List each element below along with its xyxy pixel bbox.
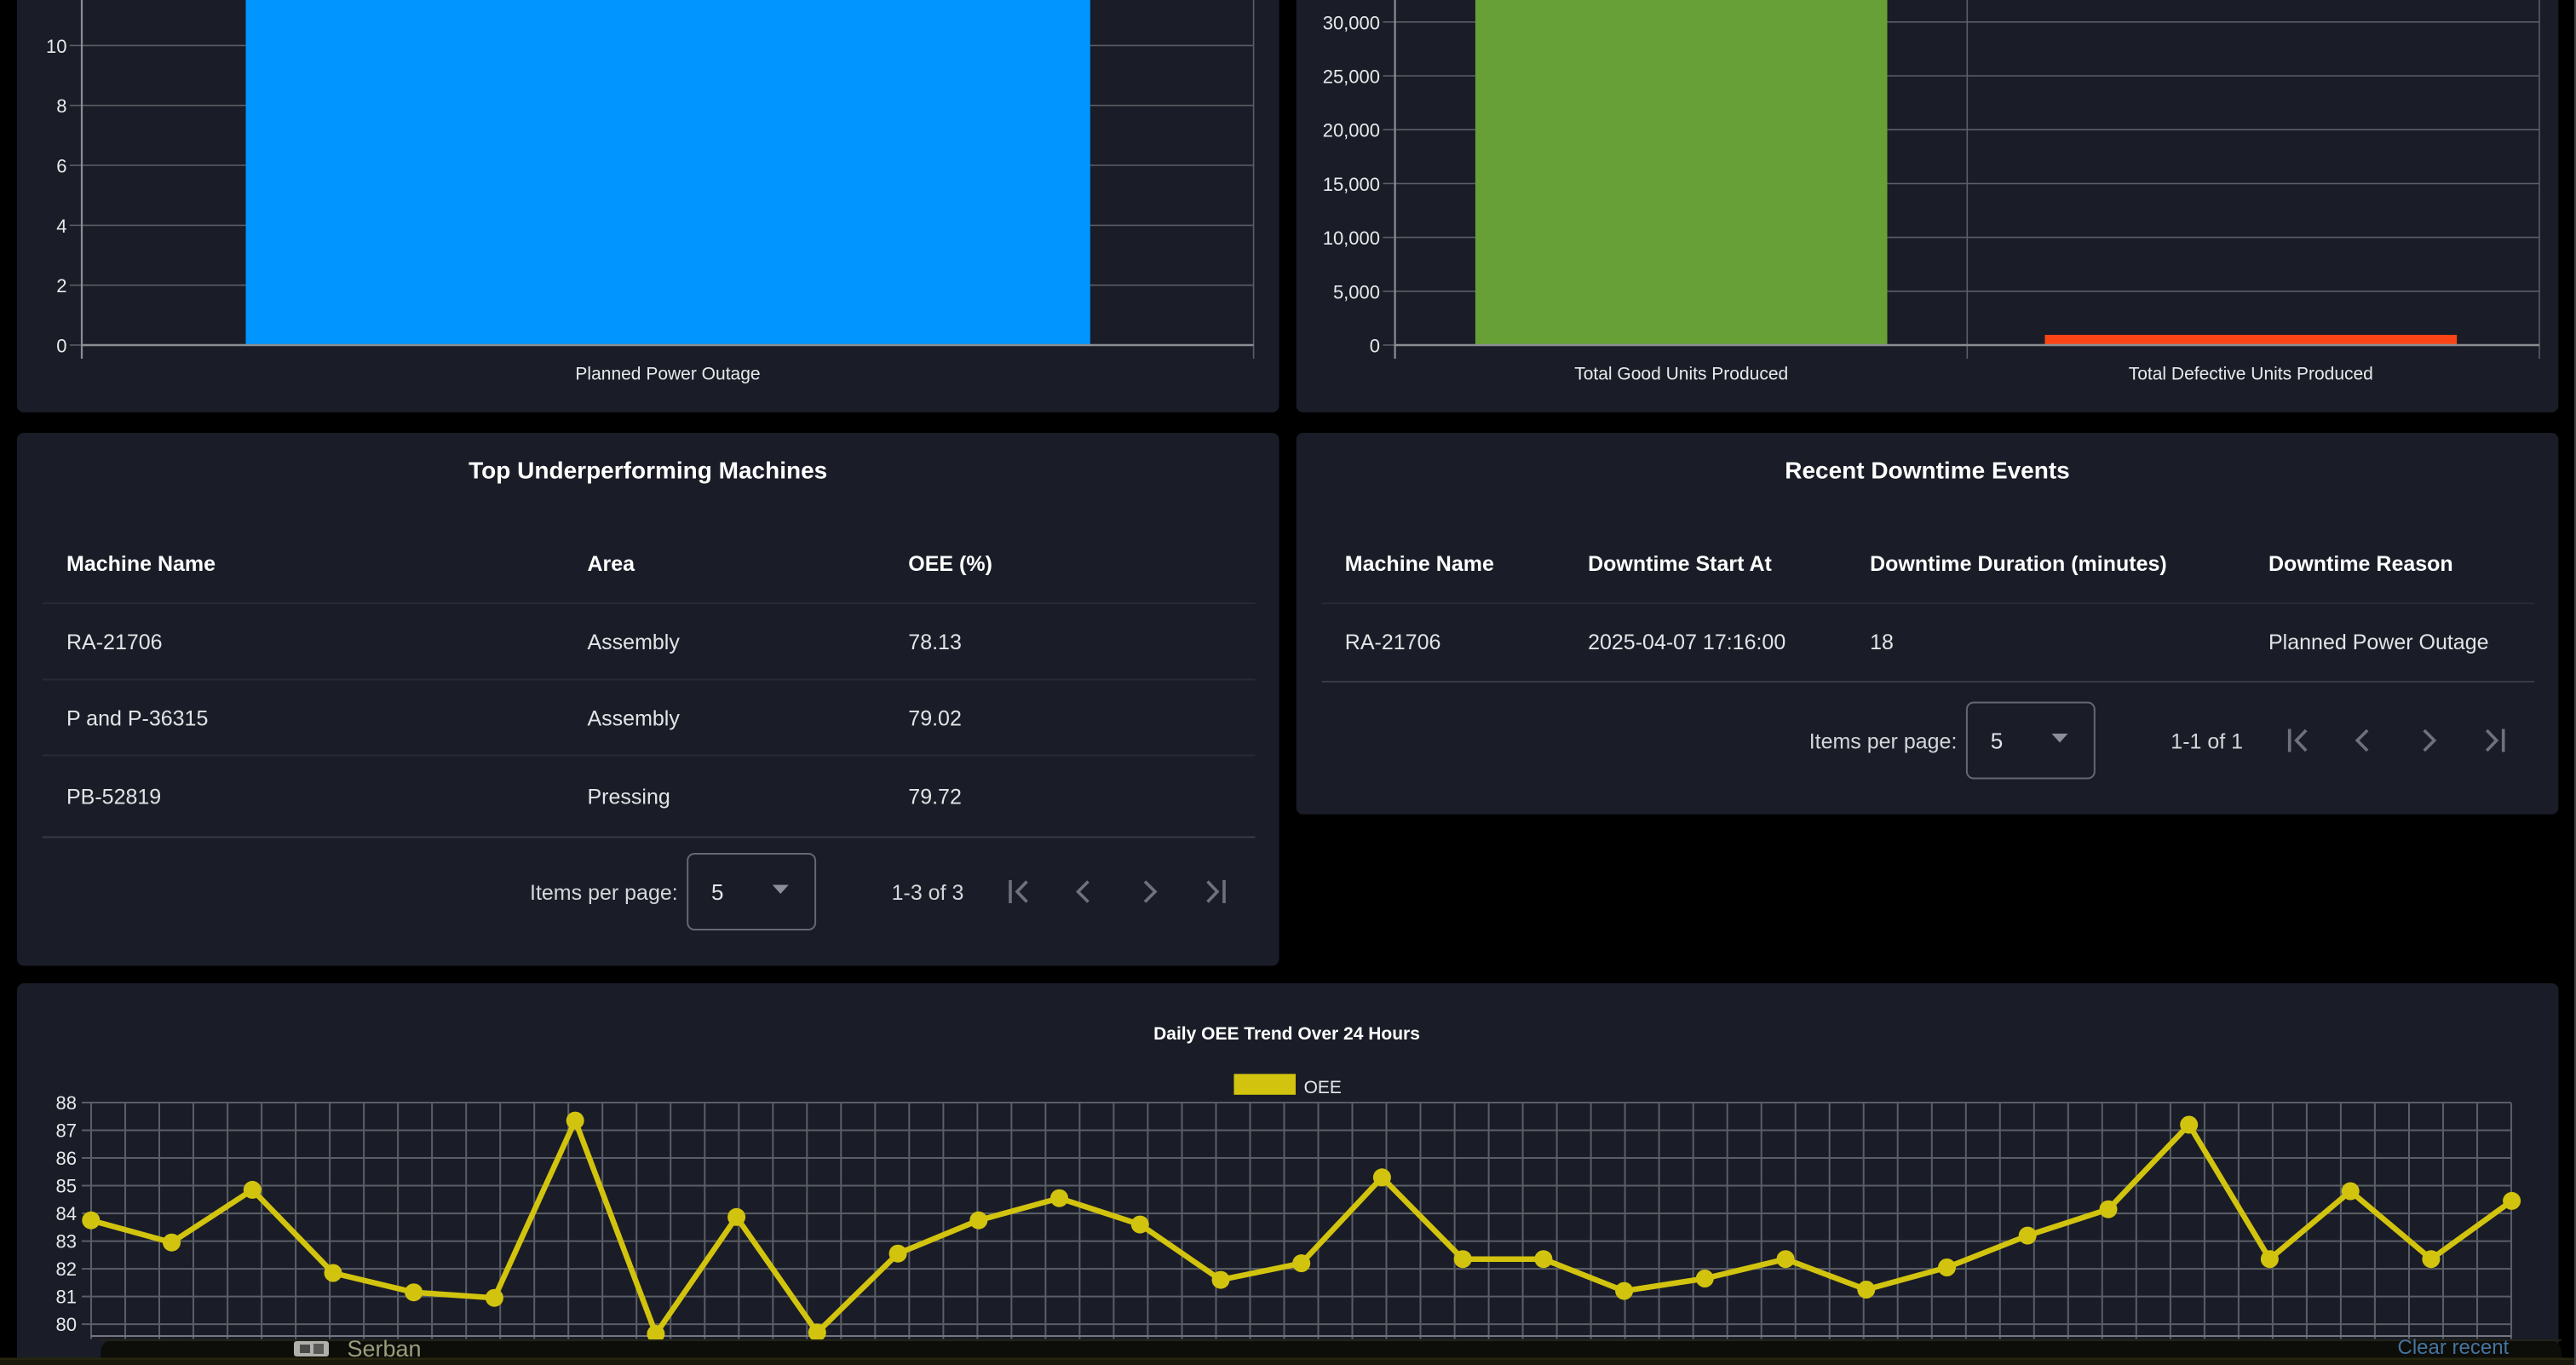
svg-text:Planned Power Outage: Planned Power Outage xyxy=(2268,631,2489,654)
svg-text:Area: Area xyxy=(588,552,636,576)
svg-text:Pressing: Pressing xyxy=(588,786,670,809)
svg-text:78.13: 78.13 xyxy=(908,631,962,654)
svg-text:4: 4 xyxy=(56,216,66,237)
svg-text:83: 83 xyxy=(56,1231,77,1253)
svg-text:5,000: 5,000 xyxy=(1333,281,1380,302)
svg-text:1-1 of 1: 1-1 of 1 xyxy=(2171,730,2243,754)
svg-text:84: 84 xyxy=(56,1203,77,1224)
svg-text:5: 5 xyxy=(1991,729,2003,754)
svg-text:Daily OEE Trend Over 24 Hours: Daily OEE Trend Over 24 Hours xyxy=(1153,1024,1420,1044)
svg-text:1-3 of 3: 1-3 of 3 xyxy=(892,881,964,905)
svg-text:2: 2 xyxy=(56,275,66,297)
svg-text:P and P-36315: P and P-36315 xyxy=(66,707,208,731)
svg-text:87: 87 xyxy=(56,1120,77,1142)
svg-text:RA-21706: RA-21706 xyxy=(1345,631,1441,654)
svg-text:Items per page:: Items per page: xyxy=(1809,730,1958,754)
svg-text:86: 86 xyxy=(56,1148,77,1169)
svg-text:18: 18 xyxy=(1870,631,1894,654)
svg-text:5: 5 xyxy=(711,879,723,905)
svg-text:88: 88 xyxy=(56,1092,77,1114)
svg-text:OEE (%): OEE (%) xyxy=(908,552,992,576)
svg-text:Serban: Serban xyxy=(348,1336,422,1362)
svg-text:79.02: 79.02 xyxy=(908,707,962,731)
svg-text:80: 80 xyxy=(56,1314,77,1335)
svg-text:PB-52819: PB-52819 xyxy=(66,786,161,809)
svg-text:79.72: 79.72 xyxy=(908,786,962,809)
svg-text:Recent Downtime Events: Recent Downtime Events xyxy=(1785,458,2070,484)
svg-text:Machine Name: Machine Name xyxy=(66,552,216,576)
svg-text:82: 82 xyxy=(56,1258,77,1280)
svg-text:Items per page:: Items per page: xyxy=(530,881,678,905)
svg-text:Total Good Units Produced: Total Good Units Produced xyxy=(1574,365,1788,384)
svg-text:6: 6 xyxy=(56,156,66,177)
svg-text:10,000: 10,000 xyxy=(1323,228,1380,249)
svg-text:Assembly: Assembly xyxy=(588,707,681,731)
svg-text:10: 10 xyxy=(46,36,66,57)
svg-text:Assembly: Assembly xyxy=(588,631,681,654)
svg-text:20,000: 20,000 xyxy=(1323,120,1380,141)
svg-text:Planned Power Outage: Planned Power Outage xyxy=(575,365,760,384)
svg-text:85: 85 xyxy=(56,1176,77,1197)
svg-text:RA-21706: RA-21706 xyxy=(66,631,163,654)
svg-text:Downtime Reason: Downtime Reason xyxy=(2268,552,2453,576)
svg-text:Machine Name: Machine Name xyxy=(1345,552,1494,576)
svg-text:OEE: OEE xyxy=(1304,1078,1342,1097)
svg-text:8: 8 xyxy=(56,95,66,117)
svg-text:30,000: 30,000 xyxy=(1323,12,1380,33)
svg-text:25,000: 25,000 xyxy=(1323,66,1380,88)
svg-text:Top Underperforming Machines: Top Underperforming Machines xyxy=(469,458,827,484)
svg-text:Total Defective Units Produced: Total Defective Units Produced xyxy=(2129,365,2373,384)
svg-text:Downtime Duration (minutes): Downtime Duration (minutes) xyxy=(1870,552,2167,576)
svg-text:Downtime Start At: Downtime Start At xyxy=(1588,552,1772,576)
svg-text:81: 81 xyxy=(56,1287,77,1308)
svg-text:Clear recent: Clear recent xyxy=(2398,1336,2510,1359)
svg-text:2025-04-07 17:16:00: 2025-04-07 17:16:00 xyxy=(1588,631,1785,654)
svg-text:0: 0 xyxy=(1370,336,1380,357)
svg-text:0: 0 xyxy=(56,336,66,357)
svg-text:15,000: 15,000 xyxy=(1323,174,1380,195)
